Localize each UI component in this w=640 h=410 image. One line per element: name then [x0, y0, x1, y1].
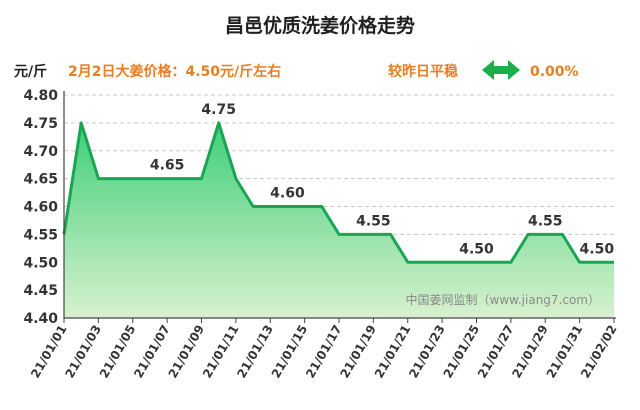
price-note: 2月2日大姜价格：4.50元/斤左右	[68, 63, 281, 80]
y-ticks: 4.40 4.45 4.50 4.55 4.60 4.65 4.70 4.75 4.80	[23, 88, 58, 327]
unit-label: 元/斤	[14, 63, 47, 80]
y-tick-label: 4.50	[23, 255, 58, 271]
data-label: 4.50	[459, 241, 494, 257]
y-tick-label: 4.80	[23, 88, 58, 104]
change-value: 0.00%	[530, 64, 579, 80]
y-tick-label: 4.75	[23, 116, 58, 132]
y-tick-label: 4.65	[23, 172, 58, 188]
axes	[63, 91, 616, 319]
y-tick-label: 4.70	[23, 144, 58, 160]
data-label: 4.50	[580, 241, 615, 257]
data-label: 4.65	[150, 158, 185, 174]
chart-title: 昌邑优质洗姜价格走势	[225, 14, 415, 37]
data-label: 4.55	[528, 213, 563, 229]
double-arrow-icon	[482, 60, 520, 80]
area-fill	[62, 121, 614, 319]
price-line	[62, 121, 614, 264]
data-label: 4.75	[201, 102, 236, 118]
y-tick-label: 4.45	[23, 283, 58, 299]
watermark: 中国姜网监制（www.jiang7.com）	[406, 292, 600, 307]
data-label: 4.55	[356, 213, 391, 229]
y-tick-label: 4.40	[23, 311, 58, 327]
y-tick-label: 4.60	[23, 200, 58, 216]
x-ticks: 21/01/0121/01/0321/01/0521/01/0721/01/09…	[28, 318, 620, 380]
y-tick-label: 4.55	[23, 227, 58, 243]
data-label: 4.60	[270, 186, 305, 202]
change-label: 较昨日平稳	[388, 63, 458, 80]
price-area	[64, 122, 614, 319]
data-labels: 4.65 4.75 4.60 4.55 4.50 4.55 4.50	[150, 102, 614, 257]
x-tick-label: 21/02/02	[578, 323, 620, 381]
